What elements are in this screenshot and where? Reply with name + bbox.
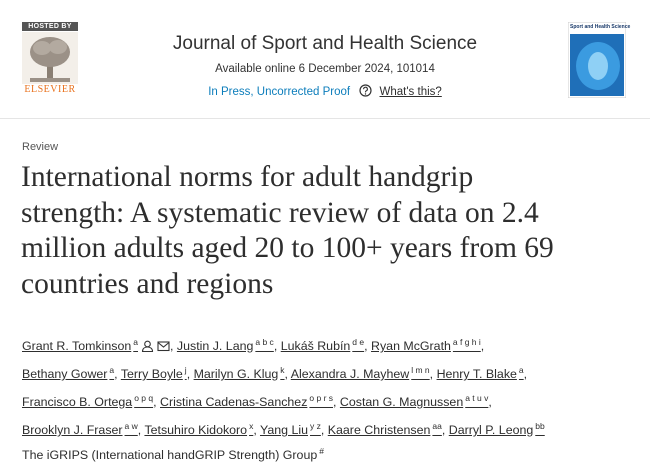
author[interactable]: Ryan McGrath a f g h i <box>371 337 481 353</box>
title-line: International norms for adult handgrip <box>21 161 474 193</box>
author-line: Bethany Gower a, Terry Boyle j, Marilyn G.… <box>22 358 545 386</box>
author-icon[interactable] <box>141 340 154 352</box>
author-line: Francisco B. Ortega o p q, Cristina Caden… <box>22 386 545 414</box>
author-name[interactable]: Henry T. Blake <box>436 367 517 381</box>
separator: , <box>170 339 174 353</box>
author[interactable]: Marilyn G. Klug k <box>193 365 285 381</box>
author-name[interactable]: Grant R. Tomkinson <box>22 339 132 353</box>
affiliation[interactable]: l m n <box>411 365 430 375</box>
author-name[interactable]: Ryan McGrath <box>371 339 451 353</box>
separator: , <box>253 423 257 437</box>
affiliation[interactable]: a t u v <box>465 393 489 403</box>
author-name[interactable]: Terry Boyle <box>120 367 183 381</box>
author-name[interactable]: Cristina Cadenas-Sanchez <box>160 395 308 409</box>
affiliation[interactable]: a <box>133 337 138 347</box>
journal-cover[interactable] <box>568 22 626 98</box>
author[interactable]: Brooklyn J. Fraser a w <box>22 421 138 437</box>
author-name[interactable]: Justin J. Lang <box>176 339 254 353</box>
status[interactable]: In Press, Uncorrected Proof <box>208 86 351 98</box>
affiliation[interactable]: y z <box>309 421 321 431</box>
author-name[interactable]: Yang Liu <box>259 423 308 437</box>
author-name[interactable]: Tetsuhiro Kidokoro <box>144 423 248 437</box>
availability: Available online 6 December 2024, 101014 <box>215 63 435 75</box>
author-name[interactable]: Costan G. Magnussen <box>339 395 464 409</box>
separator: , <box>523 367 528 381</box>
title-line: countries and regions <box>21 267 274 300</box>
author-name[interactable]: Marilyn G. Klug <box>193 367 279 381</box>
publisher-name: ELSEVIER <box>24 84 76 95</box>
author-name[interactable]: Lukáš Rubín <box>280 339 351 353</box>
affiliation[interactable]: k <box>280 365 285 375</box>
affiliation[interactable]: x <box>249 421 254 431</box>
affiliation[interactable]: d e <box>352 337 365 347</box>
status-line: In Press, Uncorrected Proof What's this? <box>100 84 550 98</box>
author[interactable]: Justin J. Lang a b c <box>176 337 274 353</box>
author[interactable]: Henry T. Blake a <box>436 365 524 381</box>
separator: , <box>364 339 368 353</box>
separator: , <box>480 339 485 353</box>
group-note[interactable]: # <box>319 446 324 456</box>
affiliation[interactable]: a f g h i <box>452 337 481 347</box>
divider <box>0 118 650 119</box>
affiliation[interactable]: a <box>518 365 524 375</box>
author[interactable]: Yang Liu y z <box>259 421 321 437</box>
author[interactable]: Darryl P. Leong bb <box>448 421 545 437</box>
author[interactable]: Costan G. Magnussen a t u v <box>339 393 489 409</box>
separator: , <box>186 367 191 381</box>
separator: , <box>273 339 278 353</box>
separator: , <box>333 395 337 409</box>
journal-title[interactable]: Journal of Sport and Health Science <box>172 33 478 54</box>
cover-title: Sport and Health Science <box>570 24 631 30</box>
affiliation[interactable]: a w <box>124 421 138 431</box>
article-type: Review <box>22 141 59 153</box>
author[interactable]: Tetsuhiro Kidokoro x <box>144 421 254 437</box>
separator: , <box>441 423 446 437</box>
affiliation[interactable]: bb <box>535 421 545 431</box>
affiliation[interactable]: a <box>109 365 115 375</box>
elsevier-logo <box>22 32 78 84</box>
author[interactable]: Lukáš Rubín d e <box>280 337 365 353</box>
affiliation[interactable]: aa <box>432 421 442 431</box>
group: The iGRIPS (International handGRIP Stren… <box>22 439 545 467</box>
author-list: Grant R. Tomkinson a, Justin J. Lang a b c… <box>22 330 545 467</box>
author-name[interactable]: Alexandra J. Mayhew <box>290 367 410 381</box>
title-line: million adults aged 20 to 100+ years fro… <box>21 232 554 264</box>
title-line: strength: A systematic review of data on… <box>21 196 539 229</box>
author[interactable]: Francisco B. Ortega o p q <box>22 393 154 409</box>
help-icon <box>359 84 372 97</box>
author[interactable]: Kaare Christensen aa <box>327 421 442 437</box>
affiliation[interactable]: o p q <box>134 393 154 403</box>
author-line: Brooklyn J. Fraser a w, Tetsuhiro Kidokor… <box>22 414 545 442</box>
affiliation[interactable]: o p r s <box>309 393 334 403</box>
author-name[interactable]: Francisco B. Ortega <box>22 395 133 409</box>
affiliation[interactable]: a b c <box>255 337 274 347</box>
help-link[interactable]: What's this? <box>379 86 442 98</box>
affiliation[interactable]: j <box>184 365 187 375</box>
article-title: International norms for adult handgrip st… <box>21 160 554 302</box>
author[interactable]: Terry Boyle j <box>120 365 187 381</box>
author[interactable]: Bethany Gower a <box>22 365 115 381</box>
separator: , <box>429 367 434 381</box>
author-name[interactable]: Kaare Christensen <box>327 423 431 437</box>
separator: , <box>284 367 288 381</box>
separator: , <box>320 423 325 437</box>
separator: , <box>488 395 492 409</box>
author[interactable]: Grant R. Tomkinson a <box>22 337 170 353</box>
author[interactable]: Alexandra J. Mayhew l m n <box>290 365 430 381</box>
hosted-by: HOSTED BY <box>22 22 78 31</box>
separator: , <box>114 367 118 381</box>
email-icon[interactable] <box>157 340 170 352</box>
author[interactable]: Cristina Cadenas-Sanchez o p r s <box>160 393 334 409</box>
author-name[interactable]: Brooklyn J. Fraser <box>22 423 123 437</box>
group-name: The iGRIPS (International handGRIP Stren… <box>22 448 318 462</box>
separator: , <box>153 395 157 409</box>
author-name[interactable]: Darryl P. Leong <box>448 423 534 437</box>
separator: , <box>137 423 142 437</box>
author-name[interactable]: Bethany Gower <box>22 367 108 381</box>
author-line: Grant R. Tomkinson a, Justin J. Lang a b c… <box>22 330 545 358</box>
